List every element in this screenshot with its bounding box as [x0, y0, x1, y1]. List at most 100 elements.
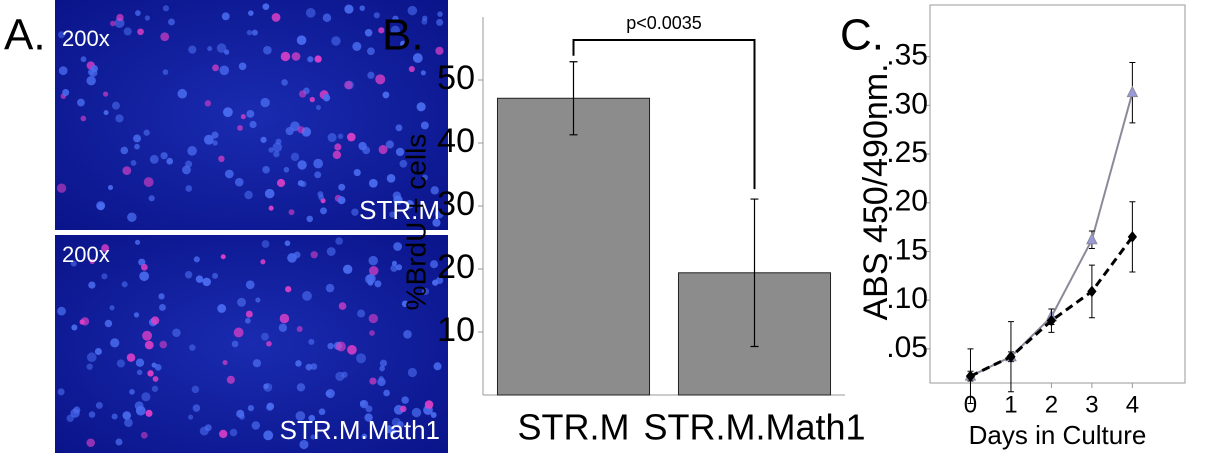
cell: [144, 340, 154, 350]
cell: [308, 338, 315, 345]
cell: [166, 157, 174, 165]
cell: [223, 49, 230, 55]
cell: [147, 370, 154, 377]
cell: [159, 340, 168, 349]
cell: [162, 5, 170, 12]
cell: [272, 142, 283, 152]
cell: [107, 185, 114, 191]
cell: [400, 405, 407, 413]
cell: [401, 300, 409, 308]
cell: [135, 358, 145, 367]
cell: [351, 208, 359, 216]
cell: [70, 260, 77, 267]
cell: [154, 364, 162, 371]
y-tick-label: 20: [437, 248, 475, 286]
cell: [207, 46, 213, 52]
cell: [433, 362, 442, 371]
cell: [88, 411, 96, 418]
marker: [1126, 85, 1139, 98]
micrograph: [55, 235, 448, 453]
cell: [268, 205, 274, 211]
cell: [318, 408, 326, 416]
cell: [296, 326, 303, 333]
cell: [240, 114, 246, 120]
cell: [279, 313, 290, 324]
cell: [212, 64, 219, 72]
cell: [375, 74, 386, 85]
cell: [364, 28, 373, 37]
cell: [130, 160, 137, 166]
cell: [310, 251, 318, 259]
cell: [134, 401, 144, 411]
cell: [185, 160, 193, 168]
cell: [378, 27, 385, 34]
cell: [237, 297, 247, 307]
cell: [103, 110, 109, 116]
cell: [221, 12, 230, 21]
cell: [158, 293, 165, 300]
cell: [143, 177, 154, 188]
y-tick-label: 40: [437, 122, 475, 160]
marker: [1127, 231, 1138, 243]
cell: [285, 126, 294, 136]
cell: [297, 180, 304, 187]
cell: [315, 105, 321, 111]
cell: [299, 439, 309, 450]
cell: [288, 209, 295, 216]
cell: [389, 211, 396, 218]
cell: [284, 240, 291, 247]
cell: [138, 258, 146, 266]
cell: [408, 66, 415, 73]
cell: [357, 309, 366, 318]
cell: [310, 363, 318, 370]
cell: [369, 377, 377, 385]
cell: [273, 150, 280, 158]
cell: [143, 129, 150, 136]
cell: [264, 188, 275, 199]
cell: [266, 340, 272, 347]
cell: [238, 62, 247, 71]
cell: [246, 109, 255, 118]
annotation: p<0.0035: [626, 13, 702, 33]
cell: [364, 413, 373, 422]
cell: [344, 80, 353, 90]
cell: [121, 281, 128, 288]
cell: [373, 12, 380, 19]
panel-label: C.: [840, 11, 884, 60]
cell: [322, 94, 331, 102]
cells: [56, 3, 444, 450]
cell: [320, 207, 327, 215]
cell: [145, 409, 153, 417]
cell: [122, 166, 132, 176]
cell: [361, 433, 368, 440]
cell: [95, 401, 103, 409]
y-tick-label: .15: [886, 233, 928, 266]
cell: [56, 183, 67, 193]
cell: [424, 400, 434, 409]
cell: [276, 178, 286, 188]
cell: [307, 56, 314, 63]
cell: [192, 404, 201, 412]
plot-frame: [929, 4, 1186, 384]
cell: [263, 45, 272, 55]
x-tick-label: 3: [1085, 391, 1098, 418]
cell: [80, 115, 87, 122]
cell: [343, 264, 353, 274]
cell: [262, 3, 270, 11]
cell: [261, 240, 270, 248]
cell: [144, 15, 151, 21]
cell: [120, 146, 129, 155]
cell: [244, 190, 253, 200]
cell: [203, 134, 214, 145]
cell: [202, 277, 211, 287]
y-tick-label: 30: [437, 185, 475, 223]
cell: [390, 25, 400, 35]
cell: [211, 131, 219, 139]
cell: [434, 209, 444, 219]
cell: [261, 332, 269, 341]
cell: [377, 377, 386, 387]
x-tick-label: 0: [964, 391, 977, 418]
cell: [280, 51, 291, 62]
cell: [416, 102, 426, 112]
cell: [358, 141, 367, 151]
